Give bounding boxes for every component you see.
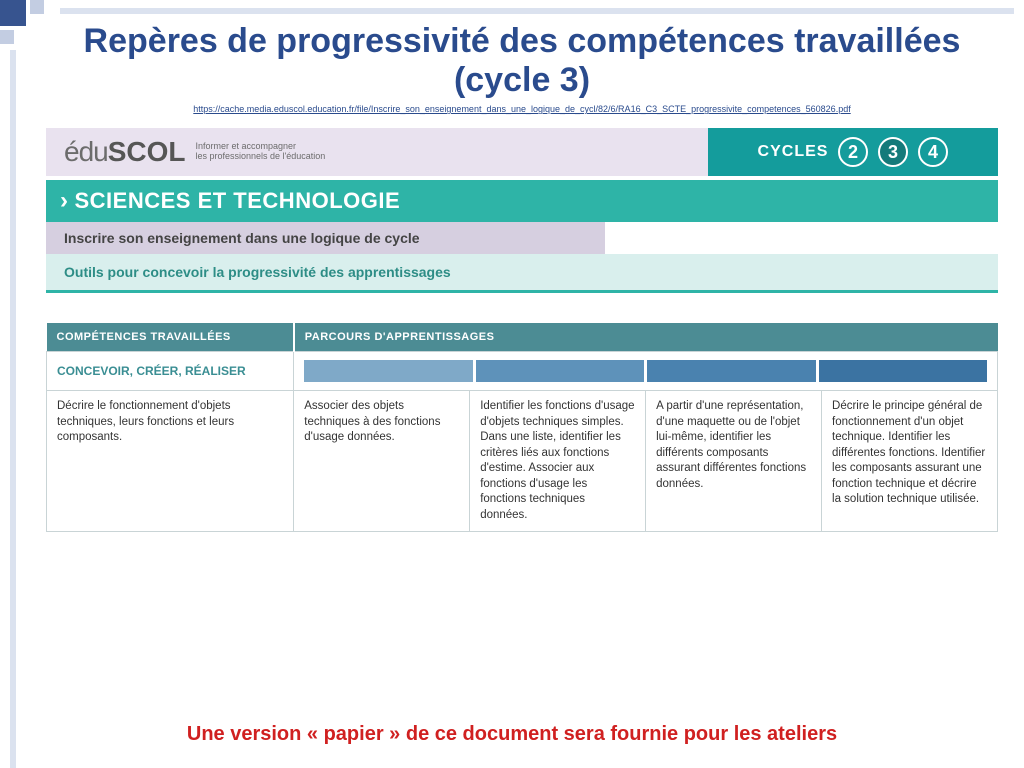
eduscol-logo: éduSCOL xyxy=(64,136,186,168)
progress-bar-3 xyxy=(647,360,815,382)
th-competences: COMPÉTENCES TRAVAILLÉES xyxy=(47,323,294,352)
th-parcours: PARCOURS D'APPRENTISSAGES xyxy=(294,323,998,352)
sciences-label: SCIENCES ET TECHNOLOGIE xyxy=(75,188,401,214)
ccr-progress xyxy=(294,352,998,391)
slide-title: Repères de progressivité des compétences… xyxy=(70,22,974,100)
progress-bar-4 xyxy=(819,360,987,382)
top-stripe xyxy=(60,8,1014,14)
row-detail: Décrire le fonctionnement d'objets techn… xyxy=(47,391,998,532)
progress-bars xyxy=(304,360,987,382)
left-stripe xyxy=(10,50,16,768)
source-url[interactable]: https://cache.media.eduscol.education.fr… xyxy=(40,104,1004,114)
eduscol-logo-bold: SCOL xyxy=(108,136,186,167)
parcours-cell-2: Identifier les fonctions d'usage d'objet… xyxy=(470,391,646,532)
subbar-outils: Outils pour concevoir la progressivité d… xyxy=(46,254,998,293)
cycles-label: CYCLES xyxy=(758,143,829,161)
parcours-cell-3: A partir d'une représentation, d'une maq… xyxy=(646,391,822,532)
eduscol-logo-light: édu xyxy=(64,136,108,167)
subbar-inscrire: Inscrire son enseignement dans une logiq… xyxy=(46,222,605,254)
competences-table: COMPÉTENCES TRAVAILLÉES PARCOURS D'APPRE… xyxy=(46,323,998,532)
progress-bar-2 xyxy=(476,360,644,382)
row-ccr: CONCEVOIR, CRÉER, RÉALISER xyxy=(47,352,998,391)
eduscol-tagline: Informer et accompagner les professionne… xyxy=(196,142,326,162)
footer-note: Une version « papier » de ce document se… xyxy=(0,723,1024,746)
sciences-bar: › SCIENCES ET TECHNOLOGIE xyxy=(46,180,998,222)
parcours-cell-4: Décrire le principe général de fonctionn… xyxy=(822,391,998,532)
eduscol-tagline-l2: les professionnels de l'éducation xyxy=(196,151,326,161)
ccr-label: CONCEVOIR, CRÉER, RÉALISER xyxy=(47,352,294,391)
parcours-cell-1: Associer des objets techniques à des fon… xyxy=(294,391,470,532)
cycles-badge: CYCLES 2 3 4 xyxy=(708,128,998,176)
cycle-2: 2 xyxy=(838,137,868,167)
chevron-right-icon: › xyxy=(60,187,69,215)
eduscol-tagline-l1: Informer et accompagner xyxy=(196,141,297,151)
eduscol-header: éduSCOL Informer et accompagner les prof… xyxy=(46,128,998,176)
cycle-4: 4 xyxy=(918,137,948,167)
cycle-3: 3 xyxy=(878,137,908,167)
competence-cell: Décrire le fonctionnement d'objets techn… xyxy=(47,391,294,532)
eduscol-brand-area: éduSCOL Informer et accompagner les prof… xyxy=(46,128,708,176)
progress-bar-1 xyxy=(304,360,472,382)
table-header-row: COMPÉTENCES TRAVAILLÉES PARCOURS D'APPRE… xyxy=(47,323,998,352)
